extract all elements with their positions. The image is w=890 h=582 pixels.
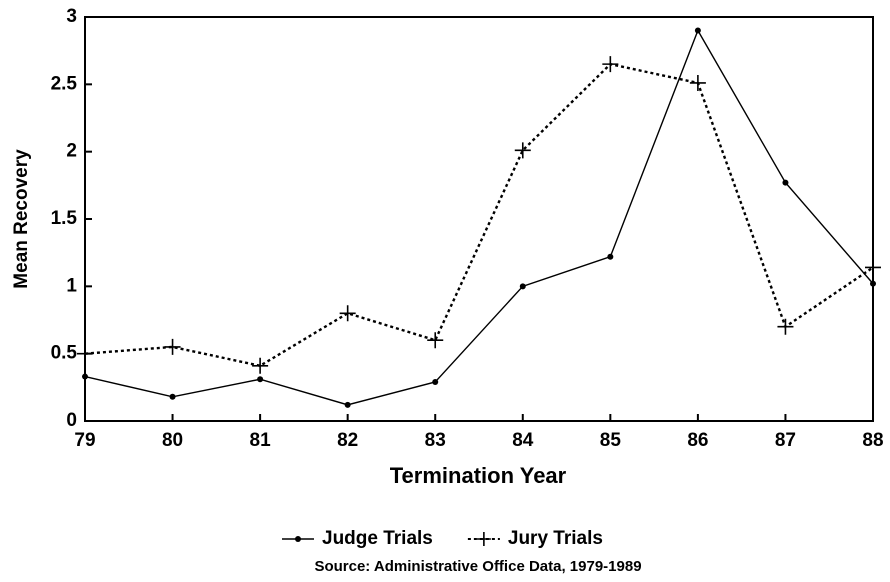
point-marker [870, 280, 876, 287]
point-marker [602, 56, 619, 73]
x-tick-label: 85 [600, 430, 622, 451]
legend-label: Jury Trials [508, 528, 603, 549]
point-marker [339, 305, 356, 322]
legend-label: Judge Trials [322, 528, 433, 549]
legend-marker [476, 532, 491, 546]
x-tick-label: 88 [862, 430, 883, 451]
point-marker [865, 259, 881, 276]
y-tick-label: 2.5 [51, 73, 78, 94]
y-tick-label: 3 [66, 6, 77, 27]
point-marker [689, 74, 706, 91]
point-marker [432, 378, 439, 385]
point-marker [514, 142, 531, 159]
point-marker [169, 393, 176, 400]
y-tick-label: 1 [66, 275, 77, 296]
x-tick-label: 79 [74, 430, 95, 451]
y-axis-title: Mean Recovery [11, 149, 32, 289]
point-marker [607, 253, 614, 260]
point-marker [252, 357, 269, 374]
point-marker [344, 401, 351, 408]
plot-frame [84, 16, 874, 422]
y-tick-label: 2 [66, 141, 77, 162]
point-marker [777, 318, 794, 335]
source-note: Source: Administrative Office Data, 1979… [314, 558, 641, 575]
point-marker [82, 373, 88, 380]
x-axis-title: Termination Year [390, 463, 567, 488]
legend-marker [295, 536, 301, 542]
x-tick-label: 86 [687, 430, 708, 451]
point-marker [257, 376, 264, 383]
point-marker [694, 27, 701, 34]
point-marker [77, 345, 93, 362]
point-marker [519, 283, 526, 290]
y-tick-label: 1.5 [51, 208, 78, 229]
x-tick-label: 80 [162, 430, 183, 451]
series-line [84, 28, 874, 406]
y-tick-label: 0.5 [51, 343, 78, 364]
point-marker [427, 332, 444, 349]
point-marker [782, 179, 789, 186]
x-tick-label: 87 [775, 430, 796, 451]
x-tick-label: 82 [337, 430, 358, 451]
point-marker [164, 338, 181, 355]
x-tick-label: 81 [250, 430, 272, 451]
x-tick-label: 84 [512, 430, 534, 451]
x-tick-label: 83 [425, 430, 446, 451]
y-tick-label: 0 [66, 410, 77, 431]
series-line [84, 62, 874, 368]
